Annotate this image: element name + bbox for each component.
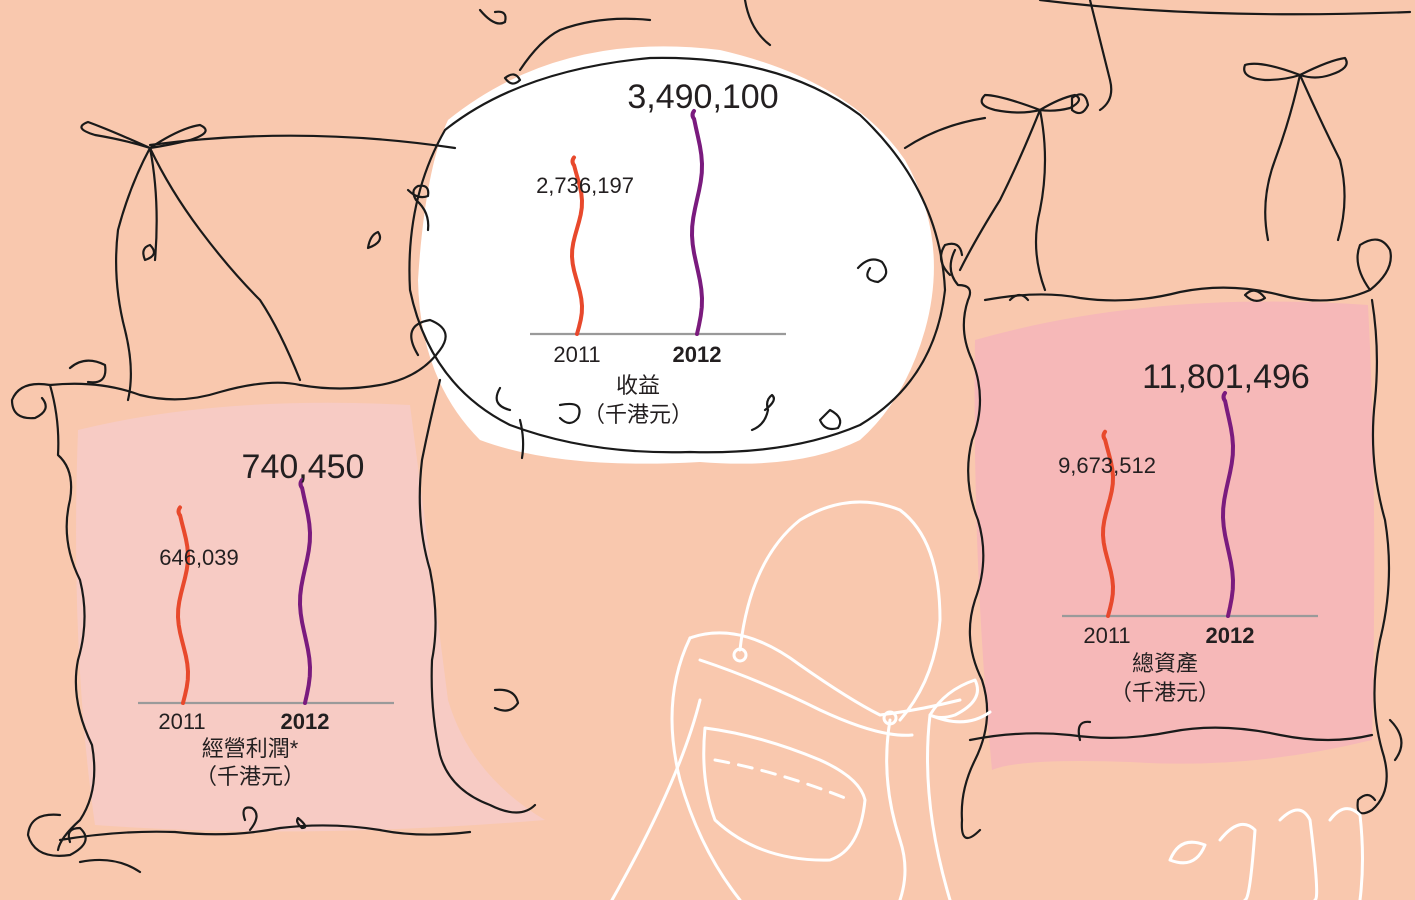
left-panel-background [76,402,545,832]
total-assets-bar-2012 [1220,391,1236,618]
handbag-doodle [610,500,1364,900]
center-panel-background [418,46,934,464]
left-frame [48,318,537,852]
right-frame [949,238,1392,840]
total-assets-title: 總資產 [1132,651,1198,676]
revenue-bar-2012 [689,109,705,336]
operating-profit-category-2012: 2012 [281,709,330,734]
total-assets-value-2011: 9,673,512 [1058,453,1156,478]
revenue-category-2012: 2012 [673,342,722,367]
revenue-category-2011: 2011 [553,342,600,367]
operating-profit-value-2011: 646,039 [159,545,239,570]
center-frame [408,56,947,454]
operating-profit-bar-2012 [297,478,313,705]
right-panel-background [974,301,1375,770]
revenue-chart: 2,736,197 3,490,100 2011 2012 收益 （千港元） [530,78,786,427]
operating-profit-chart: 646,039 740,450 2011 2012 經營利潤* （千港元） [138,448,394,789]
total-assets-bar-2011 [1100,429,1116,618]
decorative-frames [10,0,1412,874]
revenue-title: 收益 [616,373,660,398]
total-assets-category-2011: 2011 [1083,623,1130,648]
revenue-bar-2011 [569,155,585,336]
operating-profit-category-2011: 2011 [158,709,205,734]
revenue-unit: （千港元） [583,402,693,427]
total-assets-category-2012: 2012 [1206,623,1255,648]
total-assets-unit: （千港元） [1110,680,1220,705]
operating-profit-value-2012: 740,450 [242,448,365,486]
total-assets-value-2012: 11,801,496 [1142,358,1310,396]
revenue-value-2012: 3,490,100 [627,78,778,116]
operating-profit-title: 經營利潤* [202,736,299,761]
revenue-value-2011: 2,736,197 [536,173,634,198]
operating-profit-bar-2011 [175,505,191,705]
operating-profit-unit: （千港元） [195,764,305,789]
total-assets-chart: 9,673,512 11,801,496 2011 2012 總資產 （千港元） [1058,358,1318,705]
